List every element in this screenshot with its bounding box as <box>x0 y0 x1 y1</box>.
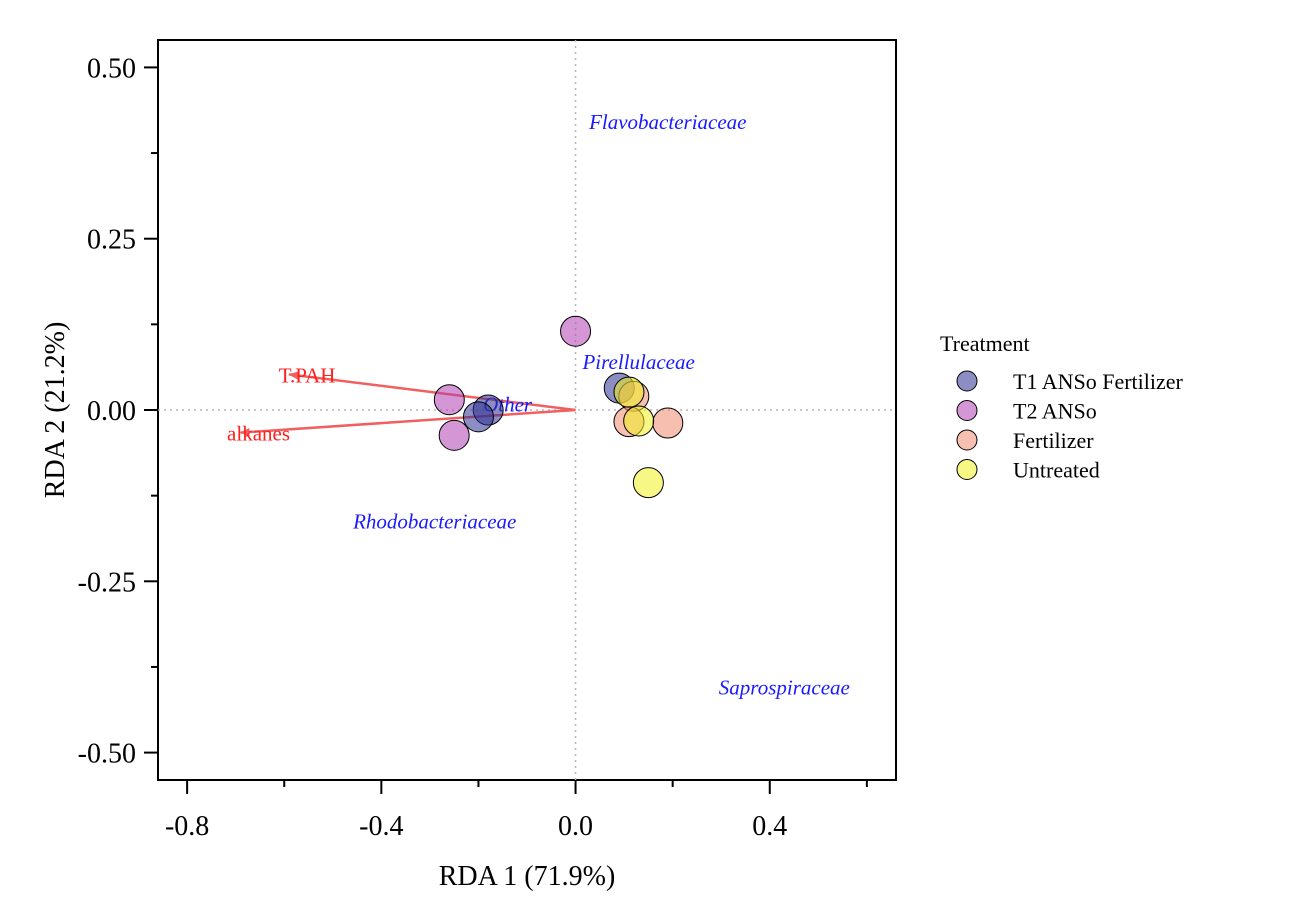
y-tick-label: -0.25 <box>78 567 136 598</box>
legend-label: Untreated <box>1013 458 1100 483</box>
env-vector-label: T.PAH <box>279 363 336 387</box>
env-vector-arrow <box>288 371 576 412</box>
species-label: Flavobacteriaceae <box>588 110 746 134</box>
y-axis-title: RDA 2 (21.2%) <box>40 322 71 499</box>
x-tick-label: -0.4 <box>359 811 403 842</box>
sample-point <box>438 419 470 451</box>
legend-label: Fertilizer <box>1013 428 1094 453</box>
legend-key <box>956 459 978 480</box>
sample-point <box>613 376 645 408</box>
legend-key <box>956 400 978 421</box>
x-tick-label: -0.8 <box>165 811 209 842</box>
legend-key <box>956 370 978 392</box>
legend-key <box>956 429 978 451</box>
x-tick-label: 0.0 <box>558 811 593 842</box>
sample-point <box>632 467 664 499</box>
sample-point <box>462 401 494 433</box>
legend-label: T2 ANSo <box>1013 399 1097 424</box>
x-axis: -0.8 -0.4 0.0 0.4 <box>165 780 868 842</box>
legend: Treatment T1 ANSo Fertilizer T2 ANSo Ferti… <box>940 331 1184 483</box>
y-tick-label: 0.50 <box>87 53 136 84</box>
plot-area: FlavobacteriaceaePirellulaceaeOtherRhodo… <box>157 39 897 781</box>
sample-point <box>433 384 465 416</box>
x-tick-label: 0.4 <box>752 811 787 842</box>
legend-title: Treatment <box>940 331 1030 356</box>
y-tick-label: -0.50 <box>78 739 136 770</box>
y-axis: 0.50 0.25 0.00 -0.25 -0.50 <box>78 53 158 770</box>
sample-point <box>560 315 592 347</box>
sample-point <box>623 405 655 437</box>
sample-point <box>652 407 684 439</box>
species-label: Saprospiraceae <box>719 676 850 700</box>
species-label: Rhodobacteriaceae <box>352 510 516 534</box>
legend-label: T1 ANSo Fertilizer <box>1013 369 1184 394</box>
env-vector-arrow <box>239 408 576 436</box>
species-label: Pirellulaceae <box>581 350 694 374</box>
env-vector-label: alkanes <box>227 422 290 446</box>
y-tick-label: 0.00 <box>87 396 136 427</box>
x-axis-title: RDA 1 (71.9%) <box>439 861 616 892</box>
y-tick-label: 0.25 <box>87 225 136 256</box>
